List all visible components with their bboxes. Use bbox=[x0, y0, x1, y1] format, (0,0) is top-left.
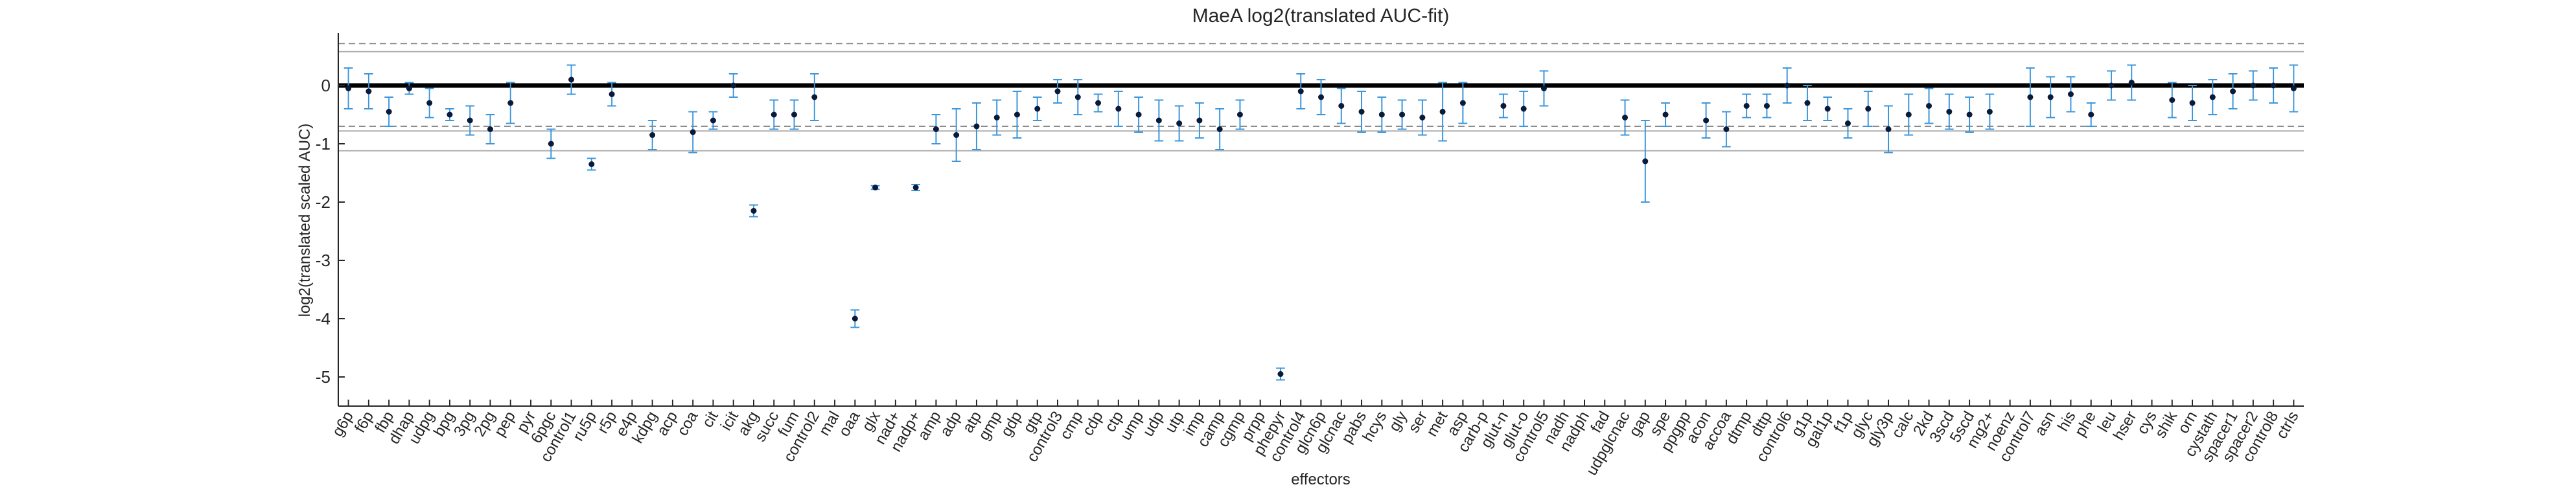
mean-point bbox=[1135, 111, 1142, 118]
mean-point bbox=[771, 111, 777, 118]
mean-point bbox=[1763, 103, 1770, 109]
mean-point bbox=[1318, 94, 1324, 100]
mean-point bbox=[2250, 82, 2257, 89]
mean-point bbox=[1905, 111, 1912, 118]
mean-point bbox=[1459, 100, 1466, 106]
mean-point bbox=[1865, 106, 1872, 112]
mean-point bbox=[507, 100, 514, 106]
mean-point bbox=[1014, 111, 1020, 118]
mean-point bbox=[1074, 94, 1081, 100]
mean-point bbox=[1277, 371, 1284, 377]
mean-point bbox=[1196, 117, 1203, 124]
mean-point bbox=[487, 126, 494, 132]
mean-point bbox=[1378, 111, 1385, 118]
mean-point bbox=[1540, 85, 1547, 91]
mean-point bbox=[1399, 111, 1406, 118]
mean-point bbox=[2067, 91, 2074, 97]
mean-point bbox=[1642, 158, 1649, 165]
mean-point bbox=[406, 85, 412, 91]
mean-point bbox=[2189, 100, 2196, 106]
mean-point bbox=[791, 111, 798, 118]
mean-point bbox=[467, 117, 473, 124]
mean-point bbox=[872, 185, 879, 190]
mean-point bbox=[447, 111, 453, 118]
mean-point bbox=[1784, 82, 1791, 89]
chart-title: MaeA log2(translated AUC-fit) bbox=[1192, 5, 1450, 27]
mean-point bbox=[1054, 88, 1061, 95]
mean-point bbox=[1500, 103, 1507, 109]
mean-point bbox=[2209, 94, 2216, 100]
mean-point bbox=[588, 161, 595, 167]
y-tick-label: 0 bbox=[321, 76, 331, 95]
mean-point bbox=[1844, 120, 1851, 126]
mean-point bbox=[1095, 100, 1102, 106]
y-tick-label: -1 bbox=[316, 134, 331, 154]
mean-point bbox=[690, 129, 696, 135]
mean-point bbox=[649, 132, 656, 138]
mean-point bbox=[1723, 126, 1730, 132]
mean-point bbox=[852, 315, 858, 322]
mean-point bbox=[933, 126, 939, 132]
mean-point bbox=[973, 123, 980, 130]
mean-point bbox=[993, 115, 1000, 120]
y-tick-label: -4 bbox=[316, 309, 331, 328]
mean-point bbox=[345, 85, 352, 91]
mean-point bbox=[1804, 100, 1811, 106]
mean-point bbox=[1986, 109, 1993, 115]
mean-point bbox=[912, 185, 919, 190]
mean-point bbox=[1155, 117, 1162, 124]
mean-point bbox=[1034, 106, 1041, 112]
mean-point bbox=[568, 76, 575, 83]
mean-point bbox=[953, 132, 960, 138]
y-axis-label: log2(translated scaled AUC) bbox=[296, 124, 314, 317]
mean-point bbox=[2108, 82, 2115, 89]
mean-point bbox=[1216, 126, 1223, 132]
mean-point bbox=[2027, 94, 2034, 100]
mean-point bbox=[1236, 111, 1243, 118]
mean-point bbox=[1338, 103, 1345, 109]
mean-point bbox=[2088, 111, 2094, 118]
mean-point bbox=[2169, 97, 2176, 103]
x-axis-label: effectors bbox=[1291, 471, 1351, 488]
mean-point bbox=[548, 141, 554, 147]
mean-point bbox=[1115, 106, 1122, 112]
mean-point bbox=[811, 94, 818, 100]
mean-point bbox=[1419, 115, 1426, 120]
mean-point bbox=[1622, 115, 1629, 120]
mean-point bbox=[750, 208, 757, 214]
y-tick-label: -5 bbox=[316, 367, 331, 387]
y-tick-label: -2 bbox=[316, 192, 331, 212]
y-tick-label: -3 bbox=[316, 251, 331, 270]
mean-point bbox=[710, 117, 716, 124]
mean-point bbox=[1824, 106, 1831, 112]
mean-point bbox=[730, 82, 737, 89]
mean-point bbox=[2128, 80, 2135, 85]
mean-point bbox=[1176, 120, 1183, 126]
mean-point bbox=[1439, 109, 1446, 115]
mean-point bbox=[1926, 103, 1932, 109]
mean-point bbox=[426, 100, 433, 106]
mean-point bbox=[1966, 111, 1973, 118]
mean-point bbox=[1703, 117, 1710, 124]
mean-point bbox=[609, 91, 615, 97]
mean-point bbox=[1358, 109, 1365, 115]
mean-point bbox=[1946, 109, 1953, 115]
mean-point bbox=[1662, 111, 1669, 118]
mean-point bbox=[1297, 88, 1304, 95]
mean-point bbox=[1743, 103, 1750, 109]
mean-point bbox=[2047, 94, 2054, 100]
mean-point bbox=[2230, 88, 2236, 95]
mean-point bbox=[366, 88, 372, 95]
mean-point bbox=[386, 109, 392, 115]
mean-point bbox=[2290, 85, 2297, 91]
mean-point bbox=[2270, 82, 2277, 89]
mean-point bbox=[1520, 106, 1527, 112]
mean-point bbox=[1885, 126, 1892, 132]
